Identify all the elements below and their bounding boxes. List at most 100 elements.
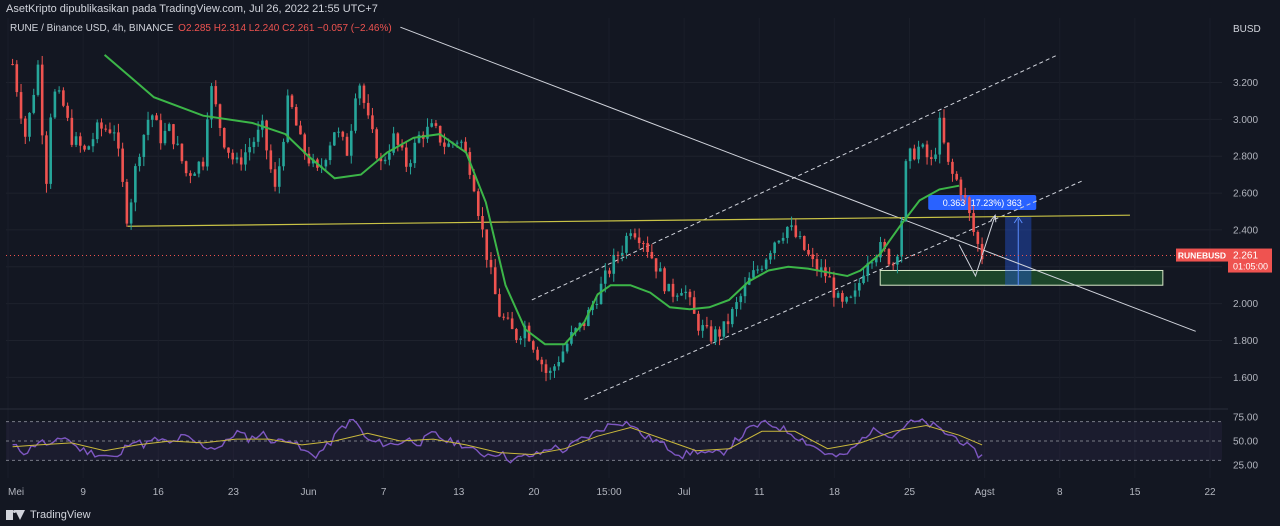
candle [91, 132, 95, 153]
candle-body [925, 144, 929, 158]
x-tick-label: Jun [300, 487, 316, 498]
rsi-tick-label: 25.00 [1233, 461, 1258, 472]
candle [663, 266, 666, 294]
candle-body [197, 161, 201, 174]
candle [692, 290, 696, 314]
candle [290, 93, 294, 109]
candle-body [100, 122, 103, 129]
candle-body [946, 142, 950, 162]
candle [184, 160, 188, 177]
grid [0, 18, 1228, 478]
candle [743, 277, 747, 304]
candle [121, 142, 124, 188]
candle-body [269, 150, 273, 170]
candle-body [616, 254, 620, 256]
candle-body [443, 142, 446, 147]
candle-body [324, 160, 328, 167]
candle [57, 86, 61, 94]
channel-upper-line [531, 54, 1058, 301]
candle-body [815, 259, 819, 271]
candle [599, 276, 603, 305]
candle [760, 265, 764, 272]
candle [955, 171, 958, 182]
candle [83, 144, 86, 152]
candle-body [879, 242, 882, 258]
candle [87, 145, 91, 151]
rsi-ma-line [12, 424, 983, 456]
candle [510, 311, 514, 330]
candle-body [548, 370, 552, 373]
symbol-info[interactable]: RUNE / Binance USD, 4h, BINANCE [10, 23, 174, 34]
candle [277, 158, 281, 194]
candle [206, 112, 209, 171]
candle-body [28, 112, 31, 137]
candle [172, 123, 175, 150]
candle [45, 131, 48, 193]
candle [781, 232, 785, 244]
candle-body [942, 117, 946, 143]
candle-body [104, 128, 108, 130]
candle-body [921, 144, 925, 147]
candle-body [896, 256, 899, 265]
candle [74, 131, 78, 148]
candle-body [883, 242, 887, 250]
candle [532, 339, 535, 353]
x-tick-label: 7 [381, 487, 387, 498]
candle [849, 295, 853, 299]
candle [197, 160, 201, 178]
candle [282, 138, 285, 171]
candle-body [235, 157, 239, 160]
candle-body [802, 236, 806, 250]
ma-line [103, 54, 960, 346]
candle-body [159, 120, 163, 144]
candle-body [62, 90, 65, 106]
candle [142, 134, 146, 167]
candle [701, 319, 704, 338]
candle-body [832, 277, 836, 298]
projection-arrow-head [990, 213, 997, 223]
candle-body [375, 129, 378, 159]
candle [155, 112, 158, 121]
candle-body [172, 124, 175, 145]
candle-body [464, 141, 467, 153]
candle-body [773, 242, 776, 254]
candle-body [493, 267, 497, 295]
candle-body [701, 325, 704, 331]
candle-body [963, 194, 967, 198]
x-tick-label: 25 [904, 487, 916, 498]
candle [19, 83, 23, 124]
candle [815, 253, 819, 277]
candle [519, 335, 522, 345]
candle-body [476, 191, 480, 216]
candle-body [19, 92, 23, 119]
candle-body [743, 284, 747, 297]
candle [434, 120, 438, 129]
candle-body [841, 293, 844, 302]
candle [633, 228, 637, 240]
candle [807, 243, 810, 257]
candle [201, 157, 205, 171]
candle-body [426, 126, 429, 139]
candle-body [620, 252, 624, 256]
candle-body [163, 130, 167, 144]
candle-body [282, 141, 285, 167]
candle [722, 321, 726, 340]
candle [616, 251, 620, 264]
currency-label: BUSD [1233, 24, 1261, 35]
candle-body [591, 304, 594, 311]
candle-body [807, 249, 810, 255]
candle [159, 113, 163, 150]
candle [244, 143, 247, 171]
candle-body [167, 124, 171, 131]
candle-body [718, 329, 721, 337]
candle-body [659, 268, 662, 272]
x-tick-label: 15 [1129, 487, 1141, 498]
candle [193, 172, 196, 176]
measure-arrow-head [1013, 216, 1023, 224]
candle-body [519, 338, 522, 340]
candle [485, 229, 489, 268]
candle-body [510, 318, 514, 330]
candle [104, 124, 108, 132]
